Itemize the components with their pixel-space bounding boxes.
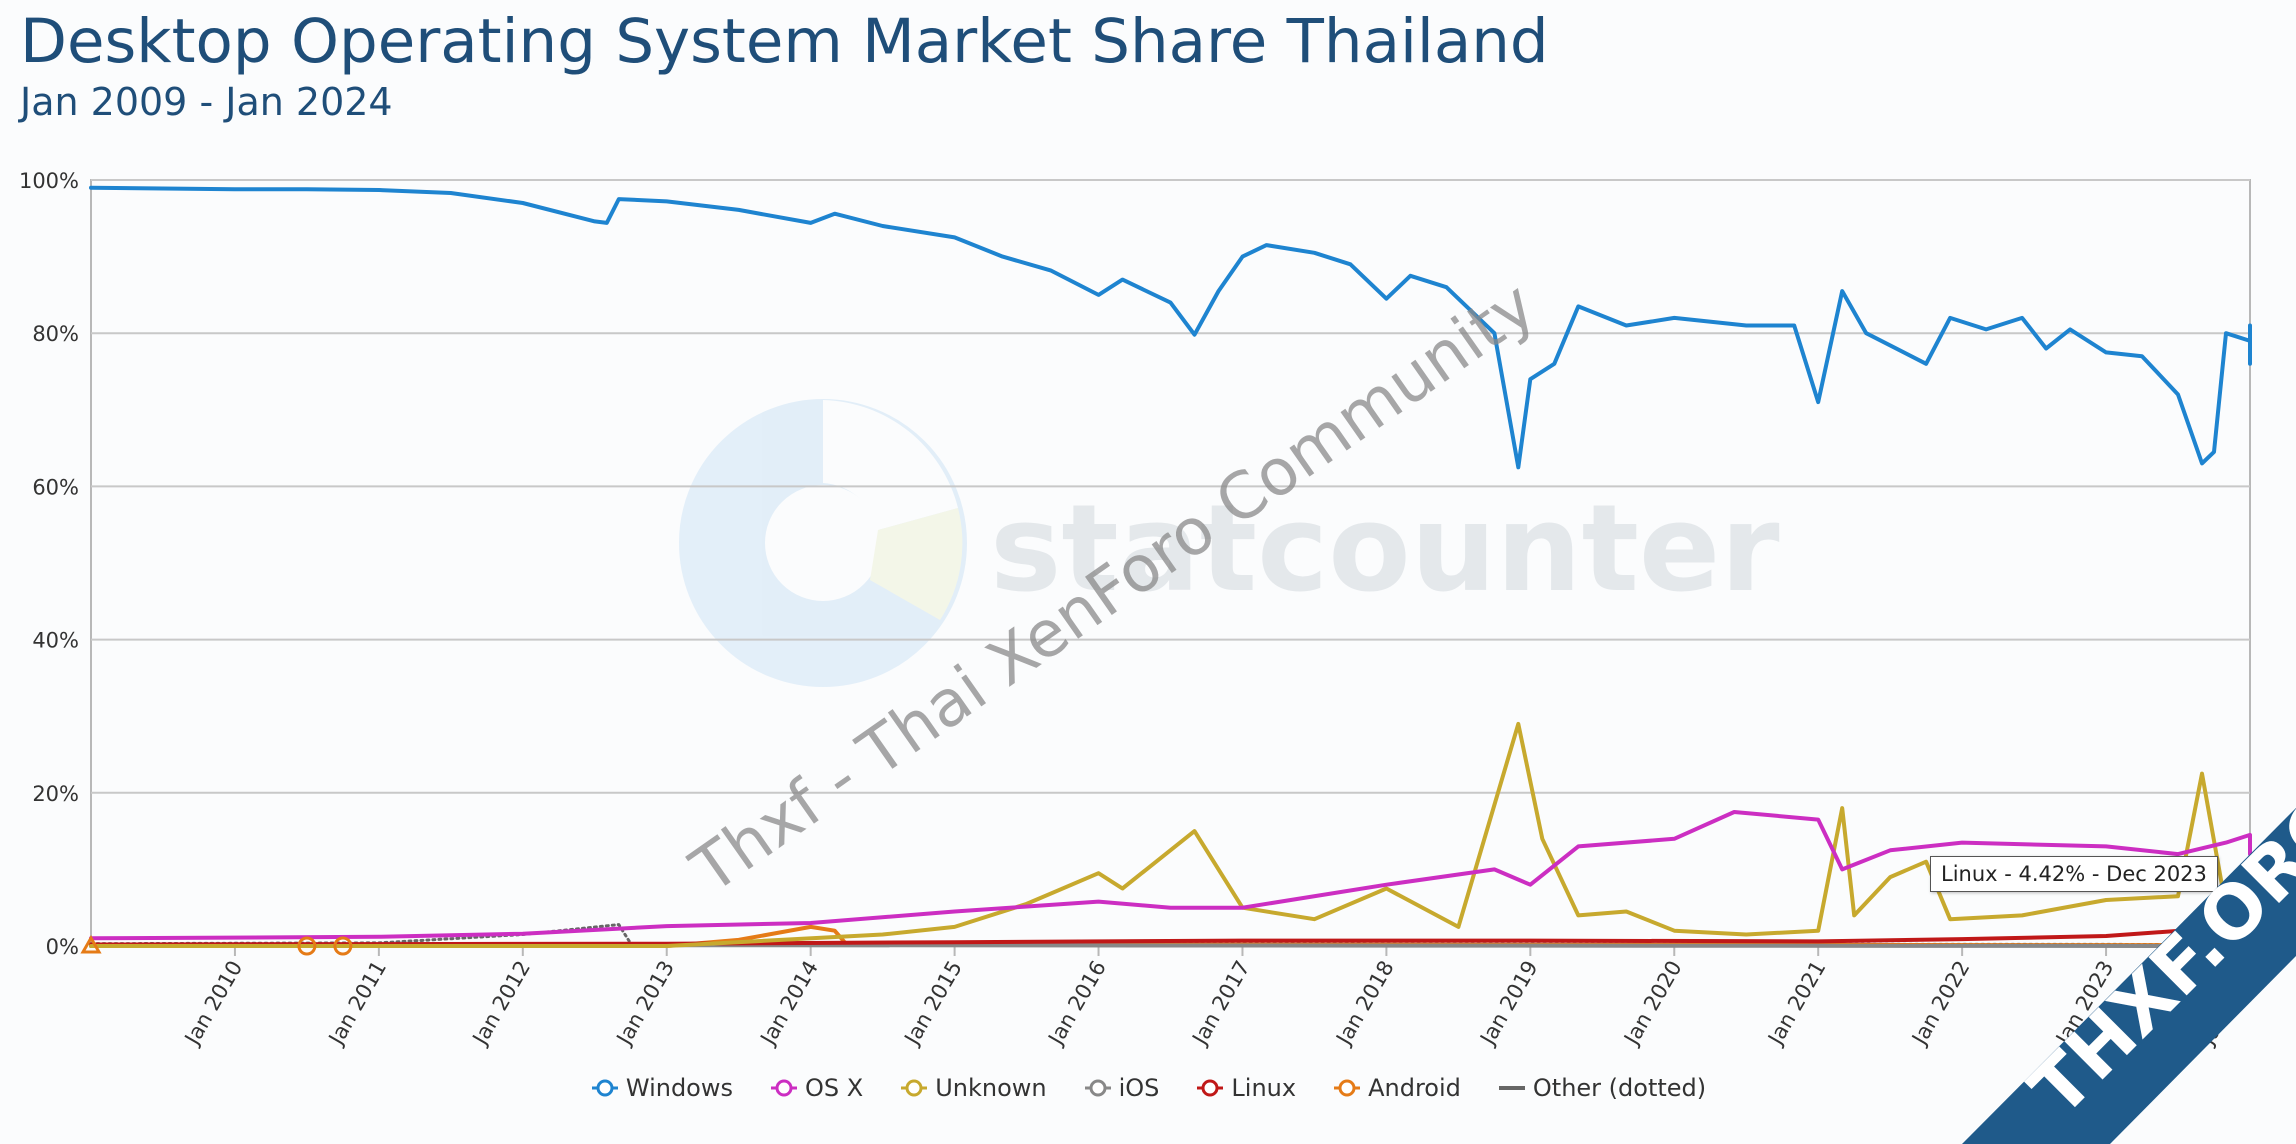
legend-label: Unknown: [935, 1074, 1047, 1102]
chart-subtitle: Jan 2009 - Jan 2024: [20, 80, 393, 124]
tooltip: Linux - 4.42% - Dec 2023: [1930, 856, 2218, 892]
x-tick-label: Jan 2010: [179, 957, 247, 1051]
legend-label: Android: [1368, 1074, 1461, 1102]
legend-item-windows[interactable]: Windows: [590, 1074, 733, 1102]
legend-marker-icon: [771, 1079, 797, 1097]
x-tick-label: Jan 2011: [323, 957, 391, 1051]
series-marker-point: [297, 936, 317, 956]
series-line-os-x: [89, 810, 2252, 941]
x-tick-label: Jan 2024: [2194, 957, 2262, 1051]
x-tick-label: Jan 2015: [899, 957, 967, 1051]
legend-marker-icon: [1498, 1086, 1525, 1090]
legend: Windows OS X Unknown iOS Linux Android Other (…: [0, 1074, 2296, 1102]
y-tick-label: 20%: [32, 782, 79, 806]
legend-item-linux[interactable]: Linux: [1195, 1074, 1296, 1102]
legend-item-android[interactable]: Android: [1332, 1074, 1461, 1102]
y-axis-ticks: 0% 20% 40% 60% 80% 100%: [19, 169, 79, 959]
series-marker-start: [80, 934, 102, 954]
legend-item-os-x[interactable]: OS X: [769, 1074, 863, 1102]
y-tick-label: 60%: [32, 475, 79, 499]
y-tick-label: 80%: [32, 322, 79, 346]
legend-label: iOS: [1118, 1074, 1160, 1102]
x-tick-label: Jan 2020: [1619, 957, 1687, 1051]
x-tick-label: Jan 2018: [1331, 957, 1399, 1051]
y-tick-label: 0%: [46, 935, 79, 959]
x-axis-ticks: Jan 2010 Jan 2011 Jan 2012 Jan 2013 Jan 2014…: [179, 946, 2262, 1050]
statcounter-logo-watermark: statcounter: [679, 399, 1780, 687]
x-tick-label: Jan 2012: [467, 957, 535, 1051]
legend-marker-icon: [1334, 1079, 1361, 1097]
legend-item-unknown[interactable]: Unknown: [899, 1074, 1047, 1102]
x-tick-label: Jan 2017: [1187, 957, 1255, 1051]
legend-marker-icon: [901, 1079, 928, 1097]
statcounter-logo-text: statcounter: [990, 480, 1780, 619]
legend-marker-icon: [1084, 1079, 1111, 1097]
series-marker-point: [333, 936, 353, 956]
x-tick-label: Jan 2019: [1475, 957, 1543, 1051]
y-tick-label: 100%: [19, 169, 79, 193]
legend-marker-icon: [591, 1079, 618, 1097]
x-tick-label: Jan 2016: [1043, 957, 1111, 1051]
x-tick-label: Jan 2013: [611, 957, 679, 1051]
legend-item-other-dotted[interactable]: Other (dotted): [1497, 1074, 1706, 1102]
legend-label: Windows: [625, 1074, 733, 1102]
legend-label: Linux: [1231, 1074, 1297, 1102]
series-line-windows: [89, 185, 2252, 470]
y-tick-label: 40%: [32, 629, 79, 653]
x-tick-label: Jan 2021: [1762, 957, 1830, 1051]
legend-marker-icon: [1197, 1079, 1224, 1097]
series-line-linux: [89, 910, 2240, 947]
legend-label: OS X: [805, 1074, 864, 1102]
legend-item-ios[interactable]: iOS: [1083, 1074, 1160, 1102]
x-tick-label: Jan 2022: [1906, 957, 1974, 1051]
x-tick-label: Jan 2014: [755, 957, 823, 1051]
x-tick-label: Jan 2023: [2050, 957, 2118, 1051]
series-line-unknown: [89, 721, 2252, 948]
chart-title: Desktop Operating System Market Share Th…: [20, 6, 1549, 77]
legend-label: Other (dotted): [1532, 1074, 1707, 1102]
